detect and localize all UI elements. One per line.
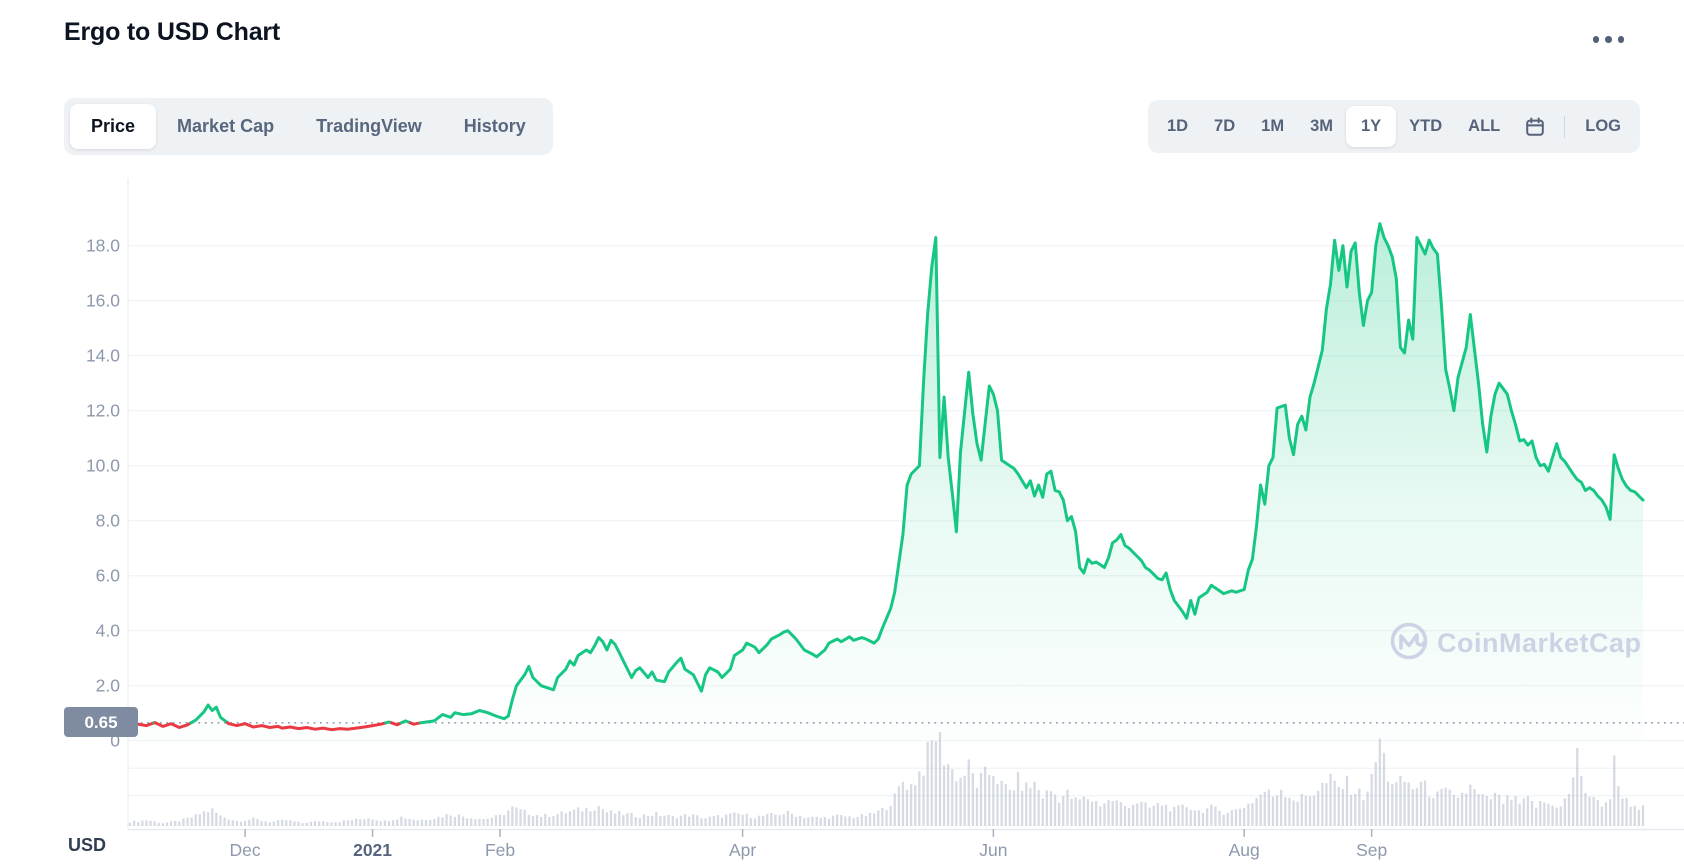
y-tick-label: 0 [110,731,120,751]
calendar-icon [1526,117,1545,136]
y-tick-label: 16.0 [86,291,120,311]
coinmarketcap-logo-icon [1399,633,1426,650]
x-tick-label: Sep [1356,840,1387,860]
range-ytd[interactable]: YTD [1396,106,1455,147]
coinmarketcap-watermark: CoinMarketCap [1390,622,1642,660]
range-log[interactable]: LOG [1572,106,1634,147]
y-tick-label: 4.0 [96,621,121,641]
chart-header: Ergo to USD Chart [64,18,1628,53]
range-1y[interactable]: 1Y [1345,106,1397,147]
x-tick-label: Dec [230,840,261,860]
divider [1564,115,1566,138]
tab-history[interactable]: History [443,104,547,149]
x-axis: Dec 2021 Feb Apr Jun Aug Sep [230,829,1387,860]
tab-price[interactable]: Price [70,104,157,149]
x-tick-label: Jun [979,840,1007,860]
range-7d[interactable]: 7D [1201,106,1248,147]
chart-toolbar: Price Market Cap TradingView History 1D 7D 1M… [64,98,1640,155]
reference-price-badge-label: 0.65 [84,713,117,732]
axis-unit-label: USD [68,835,107,855]
y-tick-label: 10.0 [86,456,120,476]
tab-market-cap[interactable]: Market Cap [156,104,295,149]
x-tick-label: Apr [729,840,756,860]
range-1d[interactable]: 1D [1154,106,1201,147]
more-options-button[interactable] [1589,26,1629,53]
range-1m[interactable]: 1M [1248,106,1297,147]
range-all[interactable]: ALL [1455,106,1513,147]
ellipsis-icon [1605,36,1612,43]
reference-price-badge [64,707,138,737]
price-area-fill [130,223,1643,741]
watermark-label: CoinMarketCap [1437,628,1642,658]
volume-bars [128,732,1645,826]
range-controls: 1D 7D 1M 3M 1Y YTD ALL LOG [1147,100,1640,153]
tab-tradingview[interactable]: TradingView [295,104,443,149]
ellipsis-icon [1617,36,1624,43]
x-tick-label: Aug [1229,840,1260,860]
y-tick-label: 6.0 [96,566,121,586]
x-tick-label: Feb [485,840,515,860]
ellipsis-icon [1592,36,1599,43]
y-tick-label: 2.0 [96,676,121,696]
calendar-button[interactable] [1513,108,1557,146]
chart-type-tabs: Price Market Cap TradingView History [64,98,553,155]
y-tick-label: 8.0 [96,511,121,531]
y-tick-label: 12.0 [86,401,120,421]
y-axis-labels: 18.0 16.0 14.0 12.0 10.0 8.0 6.0 4.0 2.0 0 [86,236,120,751]
y-tick-label: 18.0 [86,236,120,256]
page-title: Ergo to USD Chart [64,18,281,46]
y-tick-label: 14.0 [86,346,120,366]
range-3m[interactable]: 3M [1297,106,1346,147]
x-tick-label: 2021 [353,840,392,860]
